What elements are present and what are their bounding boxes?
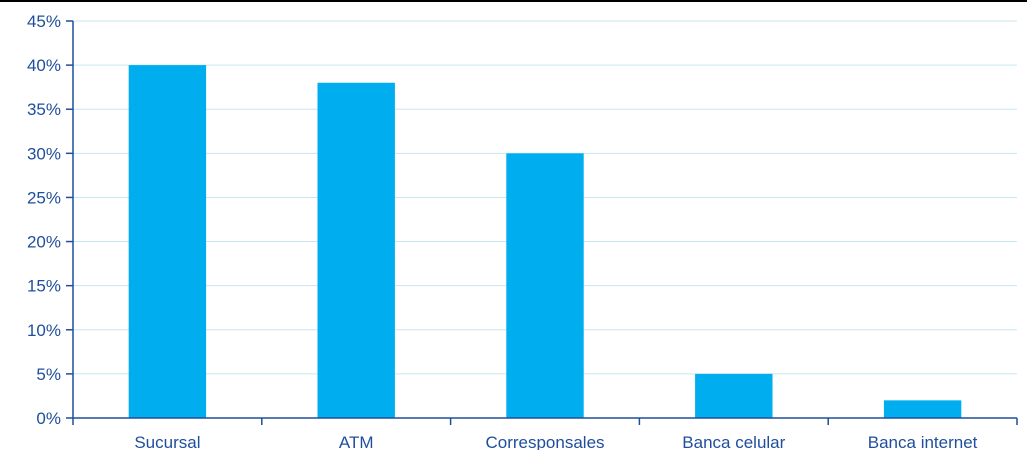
y-tick-label: 20% <box>27 233 61 252</box>
x-category-label: Banca internet <box>868 433 978 450</box>
bar-corresponsales <box>506 153 583 418</box>
x-category-label: Banca celular <box>682 433 785 450</box>
bar-atm <box>317 83 394 418</box>
y-tick-label: 15% <box>27 277 61 296</box>
y-tick-label: 40% <box>27 56 61 75</box>
bar-sucursal <box>129 65 206 418</box>
y-tick-label: 45% <box>27 12 61 31</box>
y-tick-label: 35% <box>27 100 61 119</box>
x-category-label: ATM <box>339 433 374 450</box>
y-tick-label: 25% <box>27 188 61 207</box>
x-category-label: Sucursal <box>134 433 200 450</box>
x-category-label: Corresponsales <box>485 433 604 450</box>
y-tick-label: 5% <box>36 365 61 384</box>
y-tick-label: 30% <box>27 144 61 163</box>
x-axis-category-labels: Sucursal ATM Corresponsales Banca celular Ba… <box>134 433 977 450</box>
y-axis-tick-labels: 0% 5% 10% 15% 20% 25% 30% 35% 40% 45% <box>27 12 61 428</box>
y-tick-label: 10% <box>27 321 61 340</box>
bar-banca-celular <box>695 374 772 418</box>
y-tick-label: 0% <box>36 409 61 428</box>
bar-banca-internet <box>884 400 961 418</box>
